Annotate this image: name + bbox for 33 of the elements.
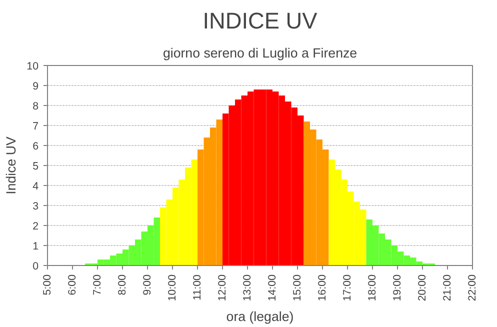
y-tick-label: 4 xyxy=(32,180,39,192)
x-tick-label: 15:00 xyxy=(292,274,304,302)
chart-subtitle: giorno sereno di Luglio a Firenze xyxy=(162,46,358,60)
y-tick-label: 5 xyxy=(32,160,39,172)
x-tick-label: 5:00 xyxy=(42,274,54,296)
y-tick-label: 6 xyxy=(32,140,39,152)
x-tick-label: 18:00 xyxy=(366,274,378,302)
x-tick-label: 17:00 xyxy=(342,274,354,302)
x-axis-title: ora (legale) xyxy=(226,309,294,324)
y-tick-label: 0 xyxy=(32,260,39,272)
y-tick-label: 10 xyxy=(26,60,39,72)
x-tick-label: 9:00 xyxy=(142,274,154,296)
y-tick-label: 9 xyxy=(32,80,39,92)
x-tick-label: 10:00 xyxy=(166,274,178,302)
x-tick-label: 20:00 xyxy=(416,274,428,302)
y-axis-title: Indice UV xyxy=(4,136,19,194)
x-tick-label: 6:00 xyxy=(66,274,78,296)
x-tick-label: 11:00 xyxy=(192,274,204,300)
y-tick-label: 8 xyxy=(32,100,39,112)
x-tick-label: 12:00 xyxy=(216,274,228,302)
x-tick-label: 7:00 xyxy=(92,274,104,296)
x-tick-label: 16:00 xyxy=(316,274,328,302)
y-tick-label: 7 xyxy=(32,120,39,132)
y-tick-label: 1 xyxy=(32,240,39,252)
y-tick-label: 3 xyxy=(32,200,39,212)
x-tick-label: 19:00 xyxy=(392,274,404,302)
chart-title: INDICE UV xyxy=(202,8,318,34)
x-tick-label: 8:00 xyxy=(116,274,128,296)
x-tick-label: 22:00 xyxy=(466,274,478,302)
x-tick-label: 14:00 xyxy=(266,274,278,302)
x-tick-label: 21:00 xyxy=(442,274,454,302)
y-tick-label: 2 xyxy=(32,220,39,232)
x-tick-label: 13:00 xyxy=(242,274,254,302)
